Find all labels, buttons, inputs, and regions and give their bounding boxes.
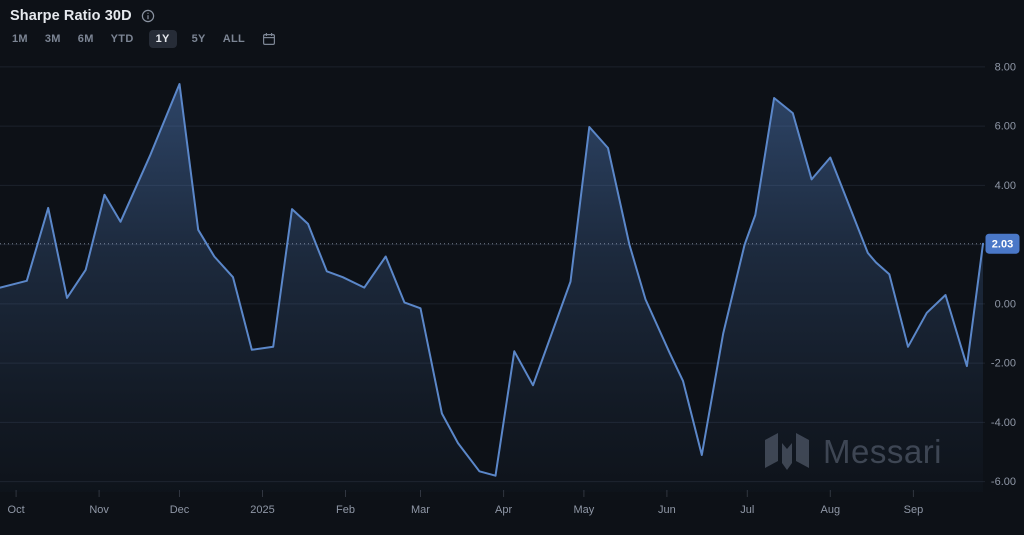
info-icon[interactable] (141, 9, 155, 23)
x-axis-label: Mar (411, 504, 430, 516)
y-axis-label: -6.00 (991, 476, 1016, 488)
chart-header: Sharpe Ratio 30D (10, 8, 155, 24)
y-axis-label: -4.00 (991, 417, 1016, 429)
x-axis-label: Sep (904, 504, 924, 516)
y-axis-label: -2.00 (991, 358, 1016, 370)
range-button-1m[interactable]: 1M (10, 30, 30, 48)
y-axis-label: 6.00 (995, 121, 1016, 133)
x-axis-label: Oct (8, 504, 25, 516)
series-area (0, 84, 983, 492)
range-button-5y[interactable]: 5Y (190, 30, 208, 48)
x-axis-label: Jun (658, 504, 676, 516)
y-axis-label: 8.00 (995, 61, 1016, 73)
x-axis-label: Feb (336, 504, 355, 516)
range-button-3m[interactable]: 3M (43, 30, 63, 48)
x-axis-label: Jul (740, 504, 754, 516)
y-axis-label: 4.00 (995, 180, 1016, 192)
series-line (0, 83, 984, 477)
calendar-button[interactable] (260, 30, 278, 48)
range-selector: 1M 3M 6M YTD 1Y 5Y ALL (10, 30, 278, 48)
range-button-ytd[interactable]: YTD (109, 30, 136, 48)
x-axis-label: Aug (821, 504, 841, 516)
svg-text:2.03: 2.03 (992, 239, 1013, 251)
current-value-badge: 2.03 (985, 233, 1020, 254)
chart-title: Sharpe Ratio 30D (10, 8, 132, 24)
x-axis-label: Dec (170, 504, 190, 516)
x-axis-label: May (574, 504, 595, 516)
x-axis-label: 2025 (250, 504, 274, 516)
range-button-all[interactable]: ALL (221, 30, 247, 48)
x-axis-label: Apr (495, 504, 512, 516)
x-axis-label: Nov (89, 504, 109, 516)
range-button-6m[interactable]: 6M (76, 30, 96, 48)
range-button-1y[interactable]: 1Y (148, 30, 177, 48)
y-axis-label: 0.00 (995, 298, 1016, 310)
